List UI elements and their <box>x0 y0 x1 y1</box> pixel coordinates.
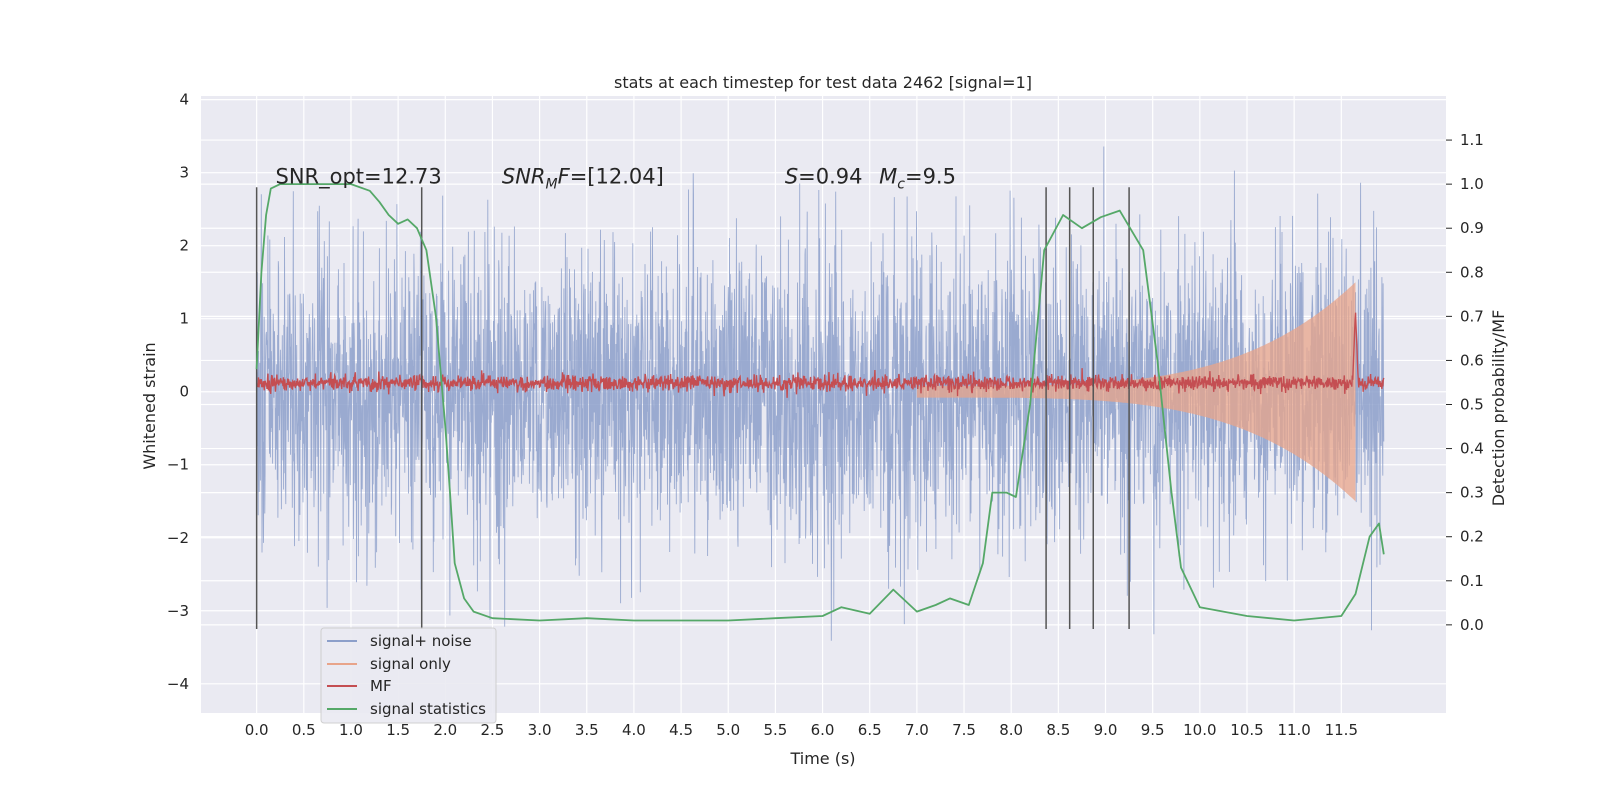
y2-tick-label: 0.6 <box>1460 351 1484 369</box>
x-tick-label: 9.5 <box>1141 721 1165 739</box>
legend-box <box>320 627 497 724</box>
detection-marker-lines <box>255 187 1130 630</box>
y-tick-label: 4 <box>179 91 189 109</box>
y2-tick-label: 0.7 <box>1460 307 1484 325</box>
x-tick-label: 1.0 <box>339 721 363 739</box>
x-tick-label: 7.0 <box>905 721 929 739</box>
legend-label-signal-statistics: signal statistics <box>370 700 486 718</box>
x-axis-ticks: 0.0 0.5 1.0 1.5 2.0 2.5 3.0 3.5 4.0 4.5 5.0 5.5 6.0 6… <box>245 721 1358 739</box>
annotation-1: SNRMF=[12.04] <box>502 165 664 193</box>
x-tick-label: 8.0 <box>999 721 1023 739</box>
signal-statistics-line <box>255 183 1385 622</box>
x-tick-label: 8.5 <box>1046 721 1070 739</box>
y2-tick-label: 0.8 <box>1460 263 1484 281</box>
x-tick-label: 3.0 <box>528 721 552 739</box>
legend-label-signal-noise: signal+ noise <box>370 632 472 650</box>
x-tick-label: 0.0 <box>245 721 269 739</box>
y2-tick-label: 0.5 <box>1460 396 1484 414</box>
x-tick-label: 10.0 <box>1183 721 1216 739</box>
x-tick-label: 11.0 <box>1277 721 1310 739</box>
x-tick-label: 2.0 <box>433 721 457 739</box>
y2-axis-label: Detection probability/MF <box>1489 310 1508 507</box>
y2-axis-ticks: 0.0 0.1 0.2 0.3 0.4 0.5 0.6 0.7 0.8 0.9 1.0 1.1 <box>1446 131 1484 634</box>
annotation-3: Mc=9.5 <box>879 165 956 193</box>
x-tick-label: 2.5 <box>481 721 505 739</box>
signal-only-area <box>916 282 1356 502</box>
annotations: SNR_opt=12.73 SNRMF=[12.04] S=0.94 Mc=9.5 <box>276 165 956 193</box>
signal-noise-line <box>256 146 1385 641</box>
y-tick-label: 2 <box>179 237 189 255</box>
y-tick-label: −4 <box>167 675 189 693</box>
legend: signal+ noise signal only MF signal stat… <box>320 627 497 724</box>
x-tick-label: 11.5 <box>1325 721 1358 739</box>
x-tick-label: 0.5 <box>292 721 316 739</box>
y-tick-label: 1 <box>179 310 189 328</box>
y2-tick-label: 0.3 <box>1460 484 1484 502</box>
signal-statistics-series <box>255 183 1385 622</box>
y-tick-label: −1 <box>167 456 189 474</box>
annotation-2: S=0.94 <box>785 165 863 189</box>
x-tick-label: 3.5 <box>575 721 599 739</box>
x-tick-label: 7.5 <box>952 721 976 739</box>
y-axis-label: Whitened strain <box>140 342 159 469</box>
y2-tick-label: 0.2 <box>1460 528 1484 546</box>
x-tick-label: 4.5 <box>669 721 693 739</box>
x-tick-label: 5.0 <box>716 721 740 739</box>
chart-title: stats at each timestep for test data 246… <box>614 73 1032 92</box>
y2-tick-label: 0.4 <box>1460 440 1484 458</box>
x-tick-label: 9.0 <box>1094 721 1118 739</box>
signal-only-series <box>916 282 1356 502</box>
y2-tick-label: 1.1 <box>1460 131 1484 149</box>
x-tick-label: 6.5 <box>858 721 882 739</box>
y2-tick-label: 1.0 <box>1460 175 1484 193</box>
y2-tick-label: 0.9 <box>1460 219 1484 237</box>
legend-label-mf: MF <box>370 677 392 695</box>
x-tick-label: 5.5 <box>763 721 787 739</box>
mf-series <box>255 312 1385 398</box>
signal-noise-series <box>256 146 1385 641</box>
y-tick-label: −2 <box>167 529 189 547</box>
x-tick-label: 6.0 <box>811 721 835 739</box>
y-tick-label: 3 <box>179 164 189 182</box>
x-tick-label: 10.5 <box>1230 721 1263 739</box>
y2-tick-label: 0.1 <box>1460 572 1484 590</box>
y2-tick-label: 0.0 <box>1460 616 1484 634</box>
x-axis-label: Time (s) <box>789 749 855 768</box>
x-tick-label: 4.0 <box>622 721 646 739</box>
y-tick-label: −3 <box>167 602 189 620</box>
annotation-0: SNR_opt=12.73 <box>276 165 442 190</box>
y-axis-ticks: −4 −3 −2 −1 0 1 2 3 4 <box>167 91 189 693</box>
x-tick-label: 1.5 <box>386 721 410 739</box>
mf-line <box>255 312 1385 398</box>
legend-label-signal-only: signal only <box>370 655 451 673</box>
y-tick-label: 0 <box>179 383 189 401</box>
